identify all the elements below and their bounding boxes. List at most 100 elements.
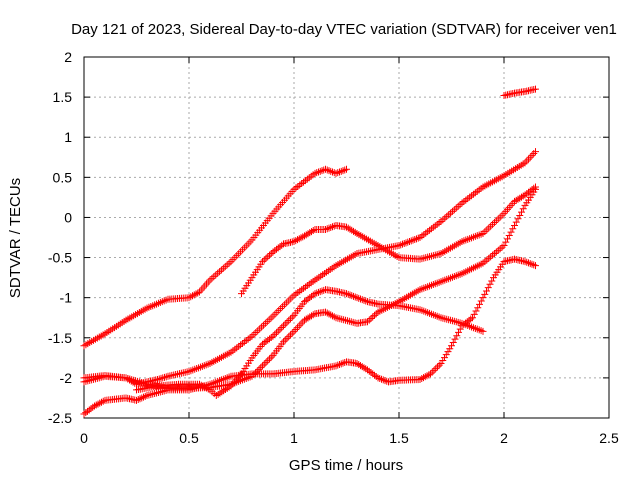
data-point bbox=[409, 236, 417, 244]
data-point bbox=[157, 374, 165, 382]
series-3 bbox=[80, 255, 539, 418]
data-point bbox=[161, 373, 168, 381]
data-point bbox=[488, 277, 496, 285]
data-point bbox=[260, 360, 268, 368]
data-point bbox=[311, 290, 319, 298]
plot-border bbox=[83, 56, 610, 419]
data-point bbox=[141, 392, 149, 400]
data-point bbox=[519, 205, 527, 213]
y-tick-label: 1 bbox=[64, 129, 72, 145]
data-point bbox=[252, 369, 259, 377]
data-point bbox=[267, 353, 275, 361]
data-point bbox=[476, 300, 483, 308]
data-point bbox=[332, 362, 340, 370]
data-point bbox=[516, 211, 524, 219]
data-point bbox=[259, 362, 266, 370]
data-point bbox=[379, 376, 387, 384]
data-point bbox=[446, 345, 454, 353]
data-point bbox=[325, 224, 333, 232]
data-point bbox=[439, 357, 447, 365]
data-point bbox=[327, 223, 335, 231]
data-point bbox=[315, 168, 322, 176]
data-point bbox=[266, 251, 273, 259]
data-point bbox=[260, 256, 268, 264]
x-tick-label: 0 bbox=[80, 430, 88, 446]
data-point bbox=[360, 296, 368, 304]
data-point bbox=[136, 395, 144, 403]
y-tick-label: -2.5 bbox=[48, 410, 72, 426]
data-point bbox=[371, 311, 378, 319]
data-point bbox=[411, 236, 419, 244]
data-point bbox=[323, 225, 331, 233]
data-point bbox=[351, 228, 359, 236]
data-point bbox=[400, 240, 408, 248]
y-tick-label: 0.5 bbox=[53, 169, 73, 185]
data-point bbox=[204, 385, 212, 393]
data-point bbox=[259, 258, 266, 266]
data-point bbox=[285, 333, 293, 341]
data-point bbox=[318, 287, 326, 295]
data-point bbox=[353, 294, 361, 302]
y-tick-label: -1.5 bbox=[48, 330, 72, 346]
data-point bbox=[351, 293, 359, 301]
data-point bbox=[511, 221, 518, 229]
data-point bbox=[285, 317, 293, 325]
data-point bbox=[267, 334, 275, 342]
data-point bbox=[521, 258, 529, 266]
x-axis-label: GPS time / hours bbox=[289, 457, 403, 474]
data-point bbox=[155, 375, 163, 383]
data-point bbox=[194, 289, 202, 297]
y-tick-label: -1 bbox=[60, 290, 73, 306]
data-point bbox=[278, 323, 286, 331]
data-point bbox=[330, 313, 338, 321]
data-point bbox=[413, 235, 420, 243]
data-point bbox=[322, 165, 329, 173]
data-point bbox=[453, 332, 461, 340]
data-point bbox=[441, 354, 448, 362]
data-point bbox=[362, 297, 370, 305]
data-point bbox=[133, 396, 140, 404]
data-point bbox=[469, 314, 476, 322]
data-point bbox=[449, 338, 457, 346]
y-tick-label: 1.5 bbox=[53, 89, 73, 105]
data-point bbox=[344, 290, 352, 298]
data-point bbox=[374, 374, 382, 382]
data-point bbox=[274, 327, 282, 335]
data-point bbox=[327, 167, 335, 175]
data-point bbox=[456, 325, 464, 333]
data-point bbox=[339, 167, 347, 175]
data-point bbox=[434, 363, 441, 371]
data-point bbox=[474, 304, 482, 312]
data-point bbox=[514, 215, 522, 223]
data-point bbox=[428, 368, 436, 376]
data-point bbox=[287, 331, 294, 339]
data-point bbox=[479, 294, 487, 302]
data-point bbox=[264, 357, 272, 365]
series-1 bbox=[80, 165, 350, 350]
data-point bbox=[472, 307, 480, 315]
data-point bbox=[318, 167, 326, 175]
x-tick-label: 2 bbox=[500, 430, 508, 446]
data-point bbox=[322, 225, 329, 233]
data-point bbox=[526, 260, 534, 268]
data-point bbox=[276, 325, 284, 333]
data-point bbox=[530, 261, 538, 269]
data-point bbox=[154, 375, 161, 383]
data-point bbox=[509, 225, 517, 233]
data-point bbox=[336, 361, 343, 369]
data-point bbox=[381, 377, 389, 385]
data-point bbox=[365, 316, 373, 324]
data-point bbox=[339, 359, 347, 367]
data-point bbox=[467, 315, 475, 323]
data-point bbox=[395, 242, 403, 250]
x-tick-label: 1 bbox=[290, 430, 298, 446]
data-point bbox=[250, 371, 258, 379]
data-point bbox=[430, 366, 438, 374]
data-point bbox=[427, 370, 434, 378]
y-tick-label: 0 bbox=[64, 209, 72, 225]
data-point bbox=[341, 166, 349, 174]
data-point bbox=[406, 238, 413, 246]
x-tick-label: 0.5 bbox=[179, 430, 199, 446]
data-point bbox=[532, 85, 539, 93]
data-point bbox=[532, 185, 539, 193]
